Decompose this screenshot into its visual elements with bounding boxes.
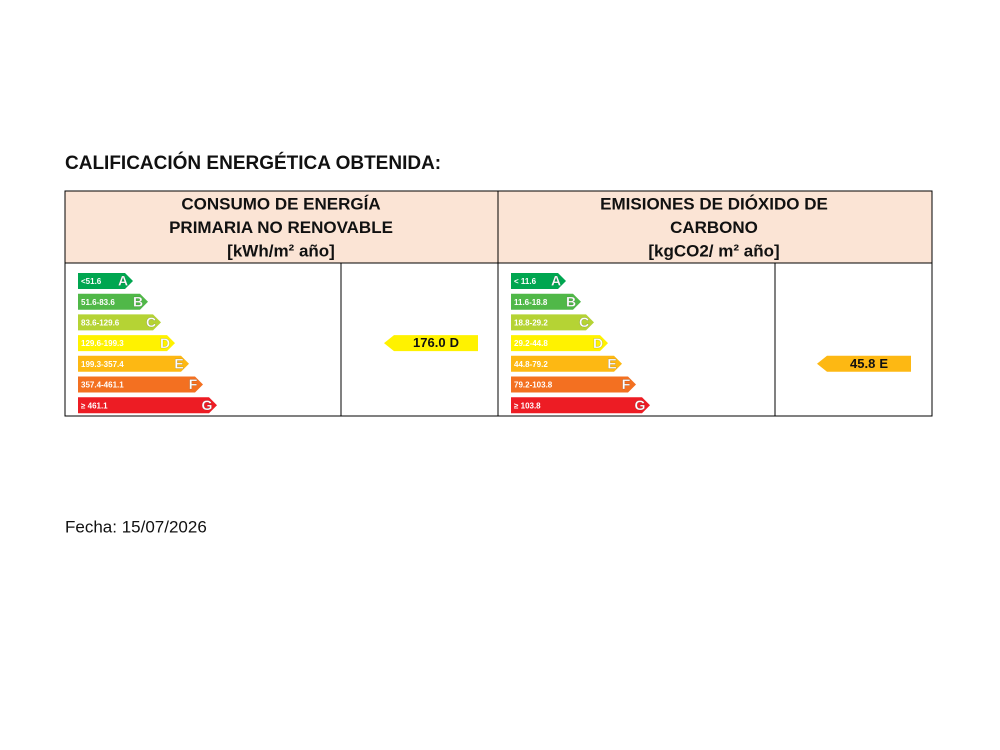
scale-letter: G xyxy=(202,397,213,413)
rating-letter: D xyxy=(450,336,459,351)
scale-letter: G xyxy=(635,397,646,413)
scale-range: 44.8-79.2 xyxy=(514,360,548,369)
rating-label: 176.0 D xyxy=(413,336,459,351)
scale-letter: C xyxy=(146,314,156,330)
scale-range: 18.8-29.2 xyxy=(514,319,548,328)
scale-letter: F xyxy=(622,376,631,392)
scale-letter: E xyxy=(607,356,616,372)
scale-bar xyxy=(511,293,581,310)
scale-bar xyxy=(511,273,566,289)
title: CALIFICACIÓN ENERGÉTICA OBTENIDA: xyxy=(65,152,441,174)
scale-range: ≥ 103.8 xyxy=(514,401,541,410)
scale-range: 199.3-357.4 xyxy=(81,360,124,369)
scale-bar xyxy=(78,335,175,352)
scale-range: 357.4-461.1 xyxy=(81,381,124,390)
scale-range: ≥ 461.1 xyxy=(81,401,108,410)
scale-range: < 11.6 xyxy=(514,277,537,286)
header-line: CONSUMO DE ENERGÍA xyxy=(181,194,380,213)
footer: Fecha: 15/07/2026 xyxy=(65,517,207,536)
scale-bar xyxy=(511,397,650,414)
scale-letter: F xyxy=(189,376,198,392)
scale-bar xyxy=(78,355,189,372)
header-line: EMISIONES DE DIÓXIDO DE xyxy=(600,194,828,213)
scale-bar xyxy=(78,376,203,393)
scale-letter: B xyxy=(566,293,576,309)
scale-letter: E xyxy=(174,356,183,372)
scale-bar xyxy=(78,293,148,310)
scale-letter: C xyxy=(579,314,589,330)
rating-label: 45.8 E xyxy=(850,356,888,371)
scale-bar xyxy=(78,397,217,414)
header-line: [kWh/m² año] xyxy=(227,241,335,260)
header-line: [kgCO2/ m² año] xyxy=(648,241,779,260)
rating-value: 45.8 xyxy=(850,356,875,371)
scale-bar xyxy=(511,335,608,352)
scale-range: 129.6-199.3 xyxy=(81,339,124,348)
scale-letter: A xyxy=(118,273,128,289)
scale-range: 51.6-83.6 xyxy=(81,298,115,307)
scale-bar xyxy=(511,376,636,393)
rating-value: 176.0 xyxy=(413,336,446,351)
scale-letter: D xyxy=(593,335,603,351)
scale-bar xyxy=(511,314,594,331)
rating-arrow xyxy=(817,355,911,372)
scale-letter: B xyxy=(133,293,143,309)
scale-range: 79.2-103.8 xyxy=(514,381,553,390)
scale-letter: D xyxy=(160,335,170,351)
header-line: PRIMARIA NO RENOVABLE xyxy=(169,218,393,237)
rating-letter: E xyxy=(879,356,888,371)
scale-range: 11.6-18.8 xyxy=(514,298,548,307)
scale-bar xyxy=(78,314,161,331)
scale-bar xyxy=(511,355,622,372)
scale-bar xyxy=(78,273,133,289)
scale-range: <51.6 xyxy=(81,277,102,286)
scale-letter: A xyxy=(551,273,561,289)
scale-range: 29.2-44.8 xyxy=(514,339,548,348)
rating-arrow xyxy=(384,335,478,352)
header-line: CARBONO xyxy=(670,218,758,237)
scale-range: 83.6-129.6 xyxy=(81,319,120,328)
